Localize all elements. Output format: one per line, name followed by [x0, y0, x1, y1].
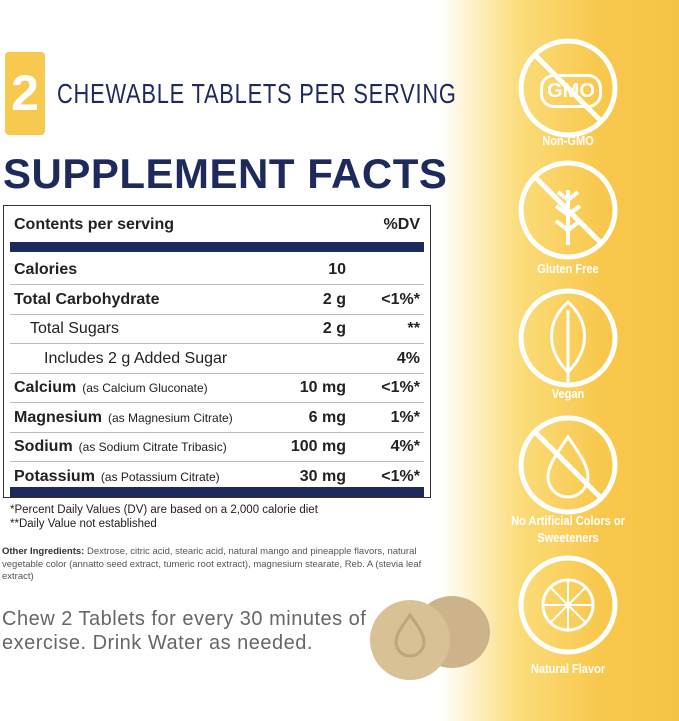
table-row: Total Carbohydrate 2 g <1%*	[10, 285, 424, 315]
divider	[10, 242, 424, 252]
amount: 6 mg	[308, 408, 346, 426]
gmo-icon: GMO	[540, 74, 602, 108]
nutrient-name: Total Sugars	[30, 320, 119, 337]
table-row: Includes 2 g Added Sugar 4%	[10, 344, 424, 374]
directions: Chew 2 Tablets for every 30 minutes of e…	[2, 608, 367, 654]
serving-number: 2	[5, 52, 45, 135]
daily-value: 4%*	[390, 438, 420, 455]
nutrient-name: Potassium (as Potassium Citrate)	[14, 467, 220, 485]
badge-label: Vegan	[551, 386, 585, 401]
badge-label: No Artificial Colors or Sweeteners	[511, 513, 625, 545]
badge-label: Gluten Free	[537, 261, 599, 276]
nutrient-name: Calories	[14, 261, 78, 278]
amount: 2 g	[322, 290, 346, 308]
table-header: Contents per serving %DV	[10, 210, 424, 239]
daily-value: <1%*	[381, 290, 420, 308]
nutrient-note: (as Potassium Citrate)	[100, 469, 220, 484]
table-row: Sodium (as Sodium Citrate Tribasic) 100 mg…	[10, 432, 424, 462]
table-row: Calories 10	[10, 255, 424, 285]
header-cell: %DV	[383, 216, 420, 233]
nutrient-note: (as Magnesium Citrate)	[108, 410, 233, 425]
table-row: Magnesium (as Magnesium Citrate) 6 mg 1%*	[10, 403, 424, 433]
table-row: Total Sugars 2 g **	[10, 314, 424, 344]
nutrient-name: Sodium (as Sodium Citrate Tribasic)	[14, 438, 227, 455]
ingredients: Other Ingredients: Dextrose, citric acid…	[2, 546, 422, 584]
daily-value: 1%*	[390, 408, 420, 426]
amount: 100 mg	[290, 438, 346, 455]
ingredients-text: Dextrose, citric acid, stearic acid, nat…	[2, 546, 422, 582]
tablets	[370, 596, 490, 680]
badge-label: Natural Flavor	[530, 661, 606, 676]
amount: 10	[328, 261, 346, 278]
footnote: *Percent Daily Values (DV) are based on …	[10, 504, 318, 516]
nutrient-note: (as Calcium Gluconate)	[82, 381, 208, 395]
nutrient-name: Magnesium (as Magnesium Citrate)	[14, 408, 233, 426]
title: SUPPLEMENT FACTS	[3, 150, 448, 197]
ingredients-label: Other Ingredients:	[2, 546, 85, 557]
nutrient-name: Includes 2 g Added Sugar	[44, 349, 228, 367]
daily-value: <1%*	[381, 467, 420, 485]
daily-value: <1%*	[381, 379, 420, 396]
nutrient-note: (as Sodium Citrate Tribasic)	[78, 440, 227, 454]
daily-value: **	[407, 320, 420, 337]
amount: 30 mg	[299, 467, 346, 485]
serving-text: CHEWABLE TABLETS PER SERVING	[57, 78, 457, 109]
header-cell: Contents per serving	[14, 216, 175, 233]
table-row: Potassium (as Potassium Citrate) 30 mg <1%*	[10, 462, 424, 491]
daily-value: 4%	[396, 349, 420, 367]
nutrient-name: Calcium (as Calcium Gluconate)	[14, 379, 208, 396]
amount: 2 g	[322, 320, 346, 337]
nutrient-name: Total Carbohydrate	[14, 290, 160, 308]
footnote: **Daily Value not established	[10, 518, 157, 530]
amount: 10 mg	[299, 379, 346, 396]
table-row: Calcium (as Calcium Gluconate) 10 mg <1%*	[10, 373, 424, 403]
facts-table: Contents per serving %DV Calories 10 Total…	[3, 205, 431, 498]
badge-label: Non-GMO	[542, 133, 594, 148]
divider	[10, 487, 424, 497]
